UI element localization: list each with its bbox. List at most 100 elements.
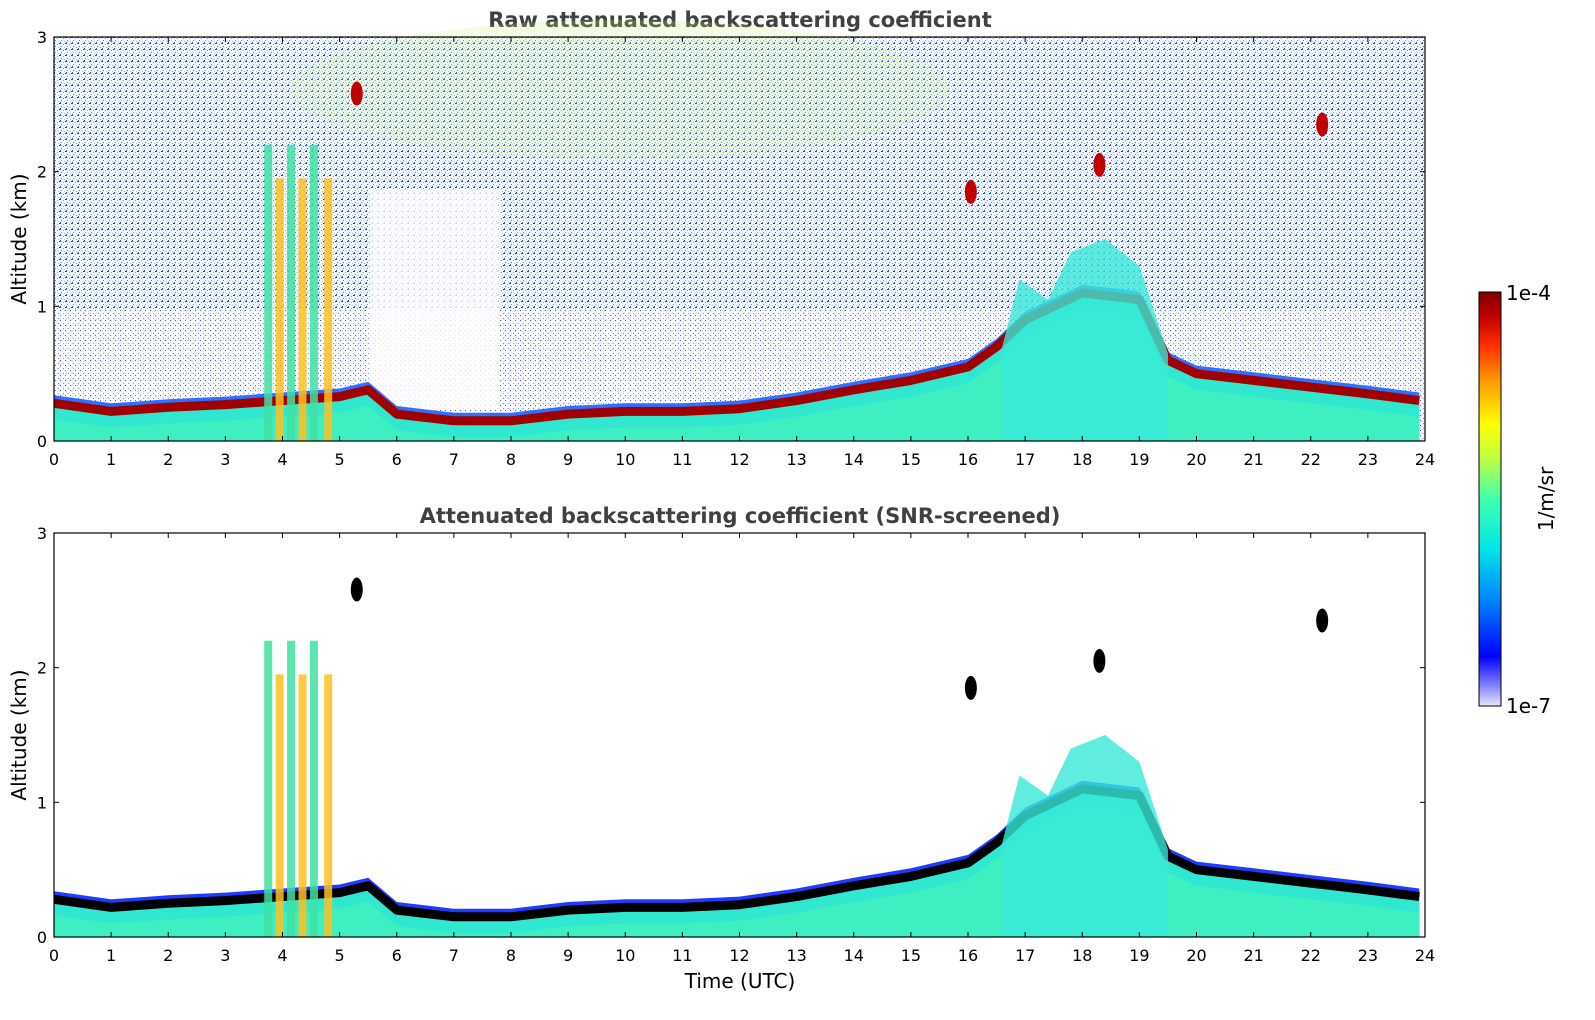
vertical-plume xyxy=(264,640,273,937)
x-tick-label: 6 xyxy=(392,450,402,469)
x-tick-label: 7 xyxy=(449,450,459,469)
x-tick-label: 1 xyxy=(106,450,116,469)
x-tick-label: 2 xyxy=(163,450,173,469)
raw-backscatter-panel: Raw attenuated backscattering coefficien… xyxy=(7,8,1435,469)
vertical-plume xyxy=(298,178,307,441)
cloud-feature xyxy=(1316,608,1329,633)
x-tick-label: 10 xyxy=(615,946,635,965)
cloud-feature xyxy=(350,577,363,602)
x-tick-label: 23 xyxy=(1358,450,1378,469)
vertical-plume xyxy=(324,178,333,441)
y-tick-label: 3 xyxy=(37,28,47,47)
x-tick-label: 20 xyxy=(1186,946,1206,965)
x-tick-label: 1 xyxy=(106,946,116,965)
panel2-features xyxy=(350,577,1329,700)
x-tick-label: 13 xyxy=(786,946,806,965)
x-tick-label: 11 xyxy=(672,946,692,965)
x-tick-label: 9 xyxy=(563,450,573,469)
x-tick-label: 16 xyxy=(958,946,978,965)
panel1-upper-noise-band xyxy=(290,20,950,160)
x-tick-label: 15 xyxy=(901,946,921,965)
panel1-boundary-layer xyxy=(53,144,1420,441)
panel2-y-axis-label: Altitude (km) xyxy=(7,669,31,800)
x-tick-label: 18 xyxy=(1072,450,1092,469)
vertical-plume xyxy=(287,640,296,937)
x-tick-label: 9 xyxy=(563,946,573,965)
x-tick-label: 22 xyxy=(1301,946,1321,965)
colorbar-gradient xyxy=(1478,291,1502,707)
x-tick-label: 0 xyxy=(49,946,59,965)
x-tick-label: 24 xyxy=(1415,450,1435,469)
y-tick-label: 0 xyxy=(37,928,47,947)
y-tick-label: 3 xyxy=(37,524,47,543)
x-tick-label: 13 xyxy=(786,450,806,469)
x-tick-label: 7 xyxy=(449,946,459,965)
y-tick-label: 1 xyxy=(37,793,47,812)
x-tick-label: 2 xyxy=(163,946,173,965)
x-tick-label: 20 xyxy=(1186,450,1206,469)
cloud-feature xyxy=(1093,648,1106,673)
snr-screened-panel: Attenuated backscattering coefficient (S… xyxy=(7,504,1435,993)
panel1-y-ticks: 0 1 2 3 xyxy=(37,28,1425,451)
x-tick-label: 11 xyxy=(672,450,692,469)
x-tick-label: 5 xyxy=(335,450,345,469)
cloud-feature xyxy=(964,179,977,204)
x-tick-label: 14 xyxy=(844,450,864,469)
y-tick-label: 2 xyxy=(37,659,47,678)
x-tick-label: 19 xyxy=(1129,450,1149,469)
x-tick-label: 22 xyxy=(1301,450,1321,469)
x-tick-label: 12 xyxy=(729,450,749,469)
x-tick-label: 4 xyxy=(277,450,287,469)
colorbar-max-label: 1e-4 xyxy=(1506,281,1551,305)
panel2-y-ticks: 0 1 2 3 xyxy=(37,524,1425,947)
x-tick-label: 15 xyxy=(901,450,921,469)
y-tick-label: 2 xyxy=(37,163,47,182)
cloud-feature xyxy=(350,81,363,106)
panel1-y-axis-label: Altitude (km) xyxy=(7,173,31,304)
vertical-plume xyxy=(309,144,318,441)
cloud-feature xyxy=(1316,112,1329,137)
x-tick-label: 21 xyxy=(1243,946,1263,965)
x-tick-label: 23 xyxy=(1358,946,1378,965)
x-tick-label: 14 xyxy=(844,946,864,965)
x-tick-label: 4 xyxy=(277,946,287,965)
y-tick-label: 0 xyxy=(37,432,47,451)
panel1-title: Raw attenuated backscattering coefficien… xyxy=(488,8,992,32)
x-tick-label: 16 xyxy=(958,450,978,469)
panel1-plot-area xyxy=(53,20,1425,441)
x-tick-label: 6 xyxy=(392,946,402,965)
x-tick-label: 19 xyxy=(1129,946,1149,965)
vertical-plume xyxy=(298,674,307,937)
x-tick-label: 21 xyxy=(1243,450,1263,469)
x-tick-label: 17 xyxy=(1015,946,1035,965)
vertical-plume xyxy=(275,674,284,937)
convective-cells xyxy=(1002,239,1168,441)
vertical-plume xyxy=(324,674,333,937)
x-tick-label: 24 xyxy=(1415,946,1435,965)
vertical-plume xyxy=(287,144,296,441)
cloud-feature xyxy=(964,675,977,700)
vertical-plume xyxy=(309,640,318,937)
y-tick-label: 1 xyxy=(37,297,47,316)
x-tick-label: 10 xyxy=(615,450,635,469)
x-tick-label: 0 xyxy=(49,450,59,469)
vertical-plume xyxy=(275,178,284,441)
panel2-plot-area xyxy=(53,533,1425,937)
x-tick-label: 12 xyxy=(729,946,749,965)
x-tick-label: 8 xyxy=(506,450,516,469)
panel1-clear-gap xyxy=(370,190,500,410)
colorbar-min-label: 1e-7 xyxy=(1506,694,1551,718)
panel2-title: Attenuated backscattering coefficient (S… xyxy=(420,504,1061,528)
x-tick-label: 3 xyxy=(220,450,230,469)
x-tick-label: 3 xyxy=(220,946,230,965)
x-axis-label: Time (UTC) xyxy=(684,969,796,993)
vertical-plume xyxy=(264,144,273,441)
panel2-x-ticks: 0 1 2 3 4 5 6 7 8 9 10 11 12 13 14 15 16 17 18 19 20 21 22 23 24 xyxy=(49,533,1435,965)
colorbar-unit-label: 1/m/sr xyxy=(1534,466,1558,531)
panel2-boundary-layer xyxy=(53,640,1420,937)
colorbar: 1e-4 1e-7 1/m/sr xyxy=(1478,281,1558,718)
convective-cells xyxy=(1002,735,1168,937)
panel1-features xyxy=(350,81,1329,204)
x-tick-label: 17 xyxy=(1015,450,1035,469)
